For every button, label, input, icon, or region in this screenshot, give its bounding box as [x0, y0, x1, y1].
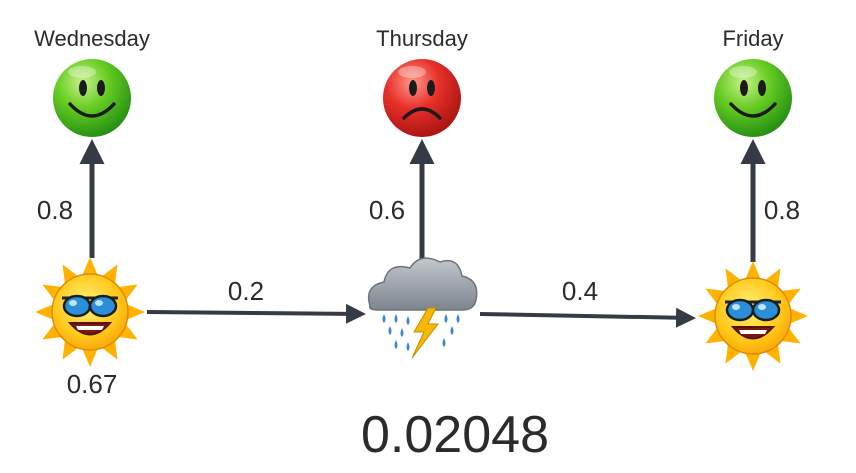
result-probability: 0.02048	[361, 406, 549, 464]
day-label-wednesday: Wednesday	[34, 26, 150, 51]
emission-prob-thursday: 0.6	[369, 195, 405, 225]
day-label-thursday: Thursday	[376, 26, 468, 51]
transition-arrow-thu-fri	[479, 307, 696, 328]
storm-cloud-icon	[367, 257, 478, 359]
day-label-friday: Friday	[722, 26, 783, 51]
transition-arrow-wed-thu	[146, 303, 366, 324]
transition-prob-wed-thu: 0.2	[228, 276, 264, 306]
emission-prob-wednesday: 0.8	[37, 195, 73, 225]
transition-prob-thu-fri: 0.4	[562, 276, 598, 306]
emission-prob-friday: 0.8	[764, 195, 800, 225]
happy-face-icon	[714, 59, 792, 137]
initial-prob: 0.67	[67, 369, 118, 399]
sun-sunglasses-icon	[35, 257, 145, 367]
happy-face-icon	[53, 59, 131, 137]
sad-face-icon	[383, 59, 461, 137]
sun-sunglasses-icon	[698, 261, 808, 371]
